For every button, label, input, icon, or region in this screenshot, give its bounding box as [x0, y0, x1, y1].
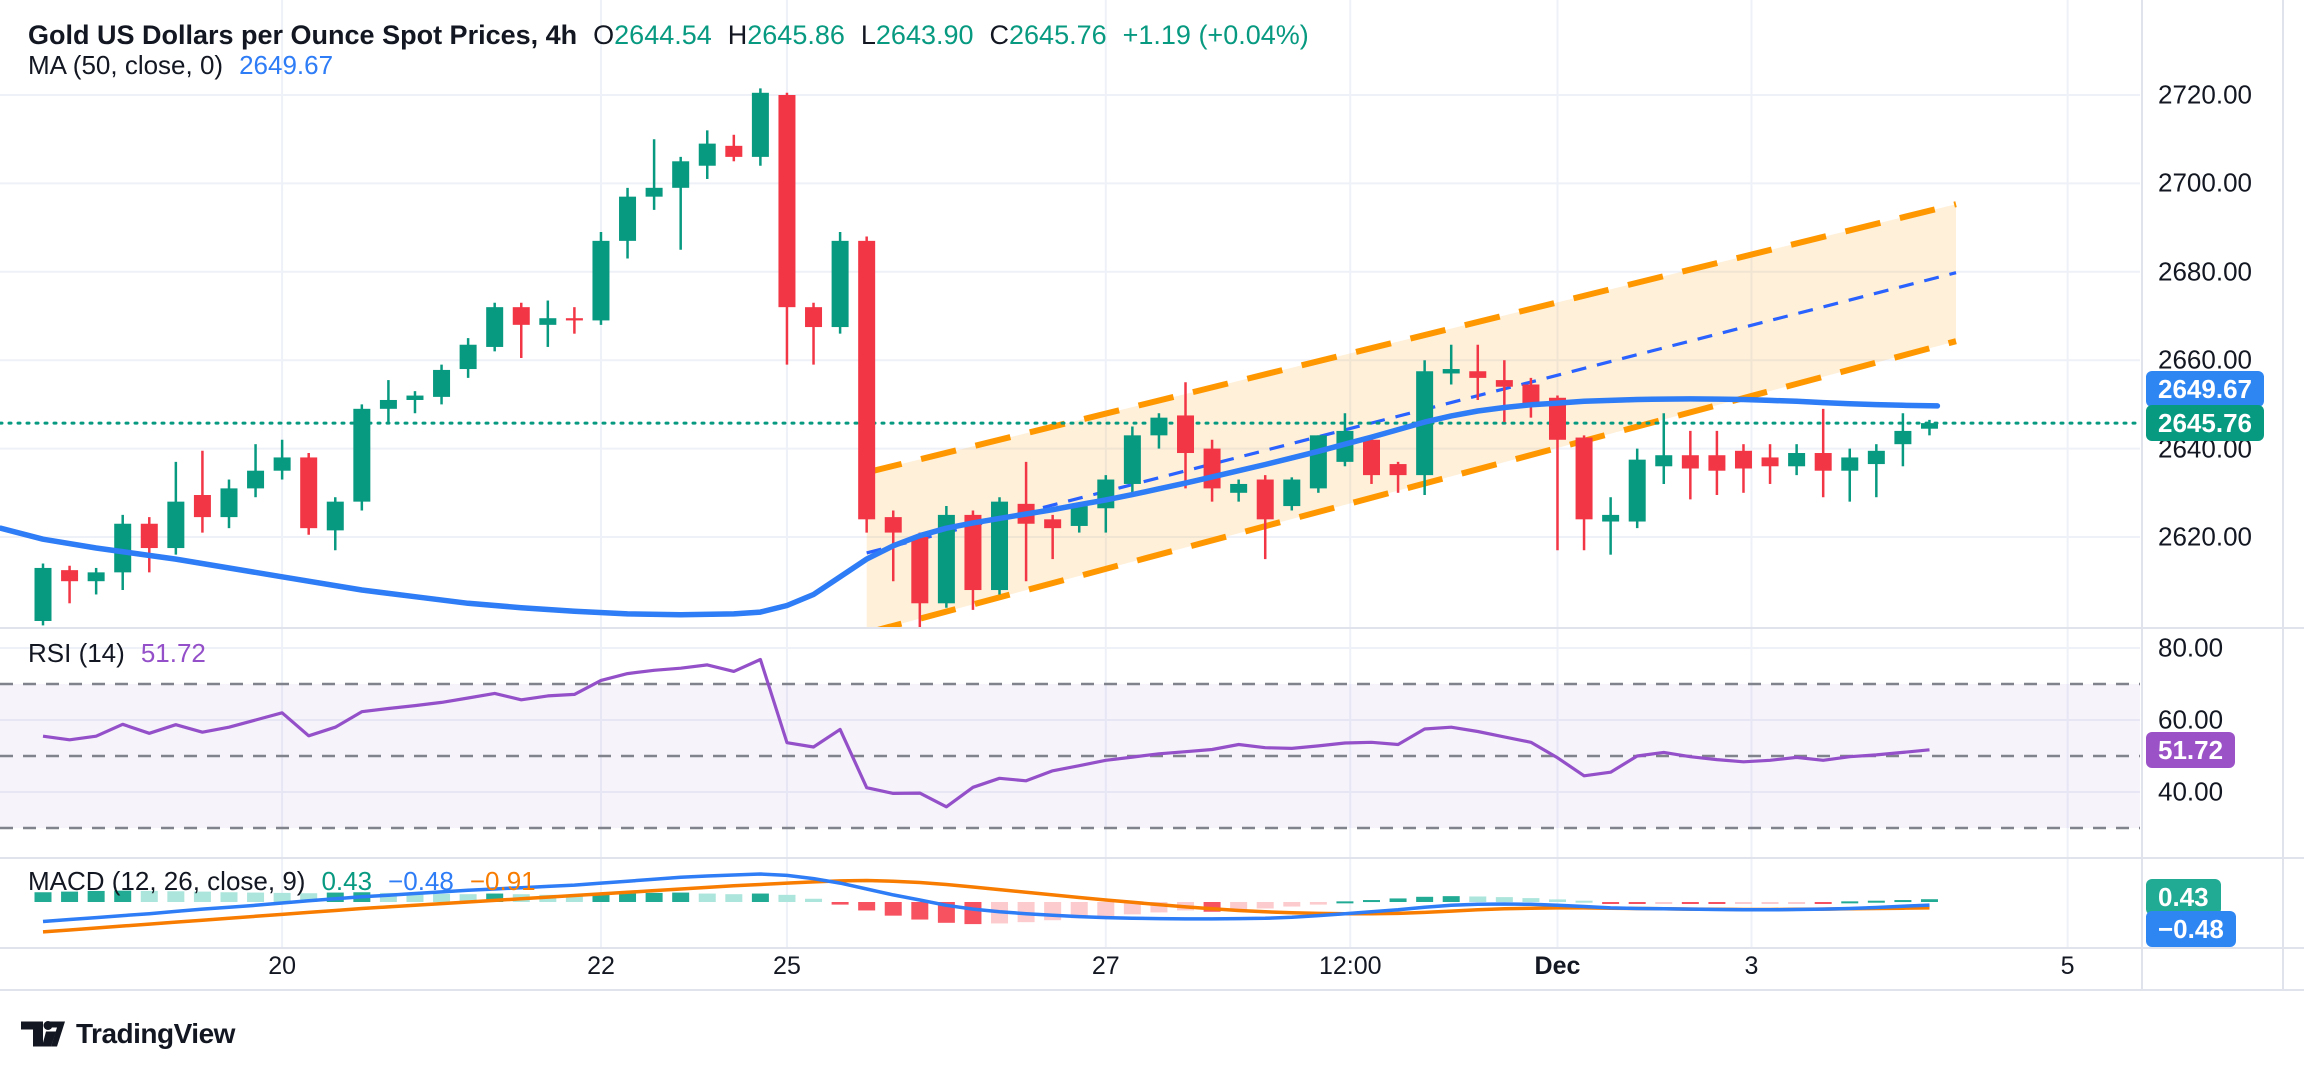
time-tick-label: 5 — [2060, 952, 2075, 980]
ma-price-badge: 2649.67 — [2146, 371, 2264, 407]
symbol-title: Gold US Dollars per Ounce Spot Prices, 4… — [28, 20, 578, 50]
rsi-value-badge: 51.72 — [2146, 732, 2236, 768]
rsi-legend[interactable]: RSI (14) 51.72 — [28, 638, 206, 669]
symbol-legend[interactable]: Gold US Dollars per Ounce Spot Prices, 4… — [28, 20, 1309, 51]
price-tick-label: 2680.00 — [2158, 256, 2252, 287]
macd-hist-badge: 0.43 — [2146, 879, 2221, 915]
ohlc-low: L2643.90 — [860, 20, 974, 50]
time-tick-label: 20 — [268, 952, 297, 980]
ohlc-close: C2645.76 — [989, 20, 1107, 50]
price-tick-label: 2620.00 — [2158, 521, 2252, 552]
rsi-value: 51.72 — [140, 638, 206, 668]
time-tick-label: Dec — [1534, 952, 1581, 980]
time-tick-label: 27 — [1091, 952, 1120, 980]
tradingview-logo[interactable]: TradingView — [20, 1018, 235, 1050]
time-tick-label: 12:00 — [1318, 952, 1382, 980]
rsi-tick-label: 80.00 — [2158, 632, 2224, 663]
macd-legend[interactable]: MACD (12, 26, close, 9) 0.43 −0.48 −0.91 — [28, 866, 536, 897]
macd-signal-value: −0.91 — [469, 866, 536, 896]
rsi-label: RSI (14) — [28, 638, 125, 668]
time-tick-label: 25 — [773, 952, 801, 980]
tradingview-logo-text: TradingView — [76, 1018, 235, 1049]
time-tick-label: 22 — [587, 952, 615, 980]
price-tick-label: 2660.00 — [2158, 344, 2252, 375]
ma-legend[interactable]: MA (50, close, 0) 2649.67 — [28, 50, 333, 81]
time-tick-label: 3 — [1744, 952, 1759, 980]
rsi-tick-label: 40.00 — [2158, 776, 2224, 807]
ohlc-open: O2644.54 — [593, 20, 712, 50]
macd-line-badge: −0.48 — [2146, 911, 2236, 947]
macd-hist-value: 0.43 — [321, 866, 373, 896]
price-change: +1.19 (+0.04%) — [1122, 20, 1309, 50]
macd-label: MACD (12, 26, close, 9) — [28, 866, 306, 896]
tradingview-logo-icon — [21, 1021, 65, 1047]
rsi-tick-label: 60.00 — [2158, 704, 2224, 735]
ohlc-high: H2645.86 — [727, 20, 845, 50]
ma-value: 2649.67 — [239, 50, 334, 80]
price-tick-label: 2720.00 — [2158, 79, 2252, 110]
ma-label: MA (50, close, 0) — [28, 50, 224, 80]
last-price-badge: 2645.76 — [2146, 405, 2264, 441]
price-tick-label: 2700.00 — [2158, 167, 2252, 198]
macd-line-value: −0.48 — [388, 866, 454, 896]
